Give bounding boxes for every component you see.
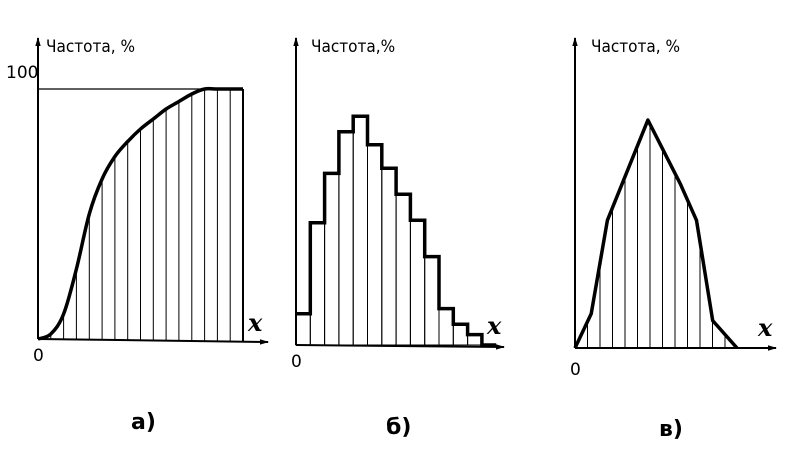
chart-c-caption: в) <box>659 417 683 442</box>
chart-b-bar-11 <box>438 308 454 346</box>
chart-c-xlabel: x <box>757 313 773 342</box>
chart-b-outline <box>296 114 497 347</box>
chart-a-curve <box>37 86 243 341</box>
chart-b: Частота,% 0 x б) <box>291 37 505 440</box>
chart-c: Частота, % 0 x в) <box>570 37 777 442</box>
chart-c-polygon <box>573 118 739 350</box>
chart-a-ylabel: Частота, % <box>46 37 135 57</box>
chart-b-bar-3 <box>324 172 340 346</box>
chart-c-ylabel: Частота, % <box>591 37 680 57</box>
chart-b-bar-4 <box>338 131 354 346</box>
chart-b-bar-12 <box>452 323 469 346</box>
chart-b-bar-5 <box>352 115 369 346</box>
chart-b-ylabel: Частота,% <box>311 37 395 57</box>
chart-b-bar-6 <box>367 144 383 346</box>
chart-c-hatching <box>587 124 726 348</box>
chart-a-caption: а) <box>131 410 156 435</box>
chart-b-bar-9 <box>409 219 426 346</box>
chart-a-ytick-100: 100 <box>6 63 38 83</box>
chart-a: Частота, % 100 0 x а) <box>6 37 269 435</box>
chart-b-origin-label: 0 <box>291 352 302 372</box>
chart-a-origin-label: 0 <box>33 346 44 366</box>
chart-a-xlabel: x <box>247 308 263 337</box>
chart-c-origin-label: 0 <box>570 360 581 380</box>
chart-b-bar-10 <box>424 256 440 346</box>
chart-b-caption: б) <box>386 415 411 440</box>
chart-b-bar-2 <box>309 222 326 346</box>
chart-b-xlabel: x <box>486 311 502 340</box>
chart-b-bar-1 <box>295 313 311 346</box>
chart-b-bar-7 <box>381 167 397 346</box>
chart-b-bar-8 <box>395 193 411 346</box>
chart-a-hatching <box>50 89 244 342</box>
